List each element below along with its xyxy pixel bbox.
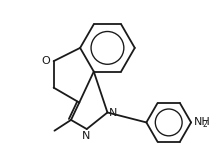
Text: O: O bbox=[42, 56, 50, 66]
Text: 2: 2 bbox=[203, 120, 207, 129]
Text: N: N bbox=[109, 108, 117, 118]
Text: N: N bbox=[82, 131, 90, 141]
Text: NH: NH bbox=[194, 117, 210, 127]
